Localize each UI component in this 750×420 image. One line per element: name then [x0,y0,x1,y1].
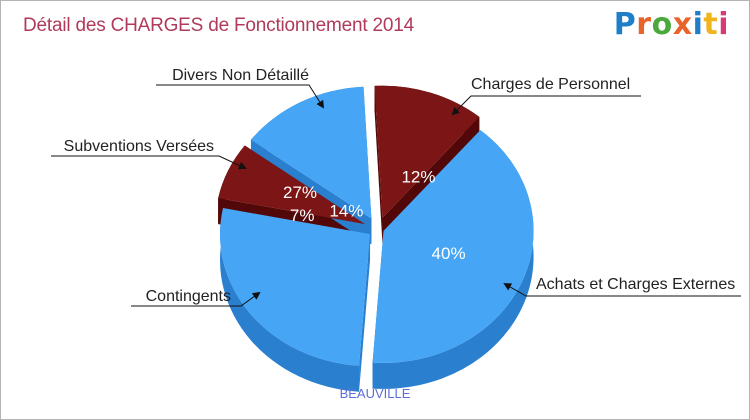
proxiti-logo: Proxiti [614,7,729,42]
category-label: Charges de Personnel [471,76,630,93]
percent-label: 14% [329,202,363,221]
pie-slice-side [220,208,360,392]
city-name: BEAUVILLE [339,386,411,401]
pie-slice [220,208,371,366]
callout-line [451,95,641,116]
chart-title: Détail des CHARGES de Fonctionnement 201… [23,15,415,36]
pie-slice [218,145,366,225]
logo-letter: x [672,7,693,42]
percent-label: 40% [432,244,466,263]
category-label: Contingents [146,288,231,305]
logo-letter: i [718,7,729,42]
logo-letter: P [613,7,637,42]
percent-labels: 12% 40% 27% 7% 14% [283,168,466,263]
callout-line [131,291,261,307]
callout-line [51,155,247,170]
pie-slice [250,86,372,219]
pie-slice [372,130,534,363]
pie-tops [218,85,534,366]
category-label: Achats et Charges Externes [536,276,735,293]
pie-slice-wall [374,85,383,244]
logo-letter: t [703,7,719,42]
percent-label: 12% [401,168,435,187]
callouts: Charges de Personnel Achats et Charges Ex… [51,67,741,307]
callout-line [503,283,741,297]
logo-letter: r [636,7,652,42]
pie-slice [374,85,480,218]
callout-line [156,84,325,109]
percent-label: 27% [283,183,317,202]
percent-label: 7% [290,206,315,225]
logo-letter: o [651,7,673,42]
logo-letter: i [692,7,704,42]
pie-slice-side [372,130,534,389]
category-label: Divers Non Détaillé [172,67,309,84]
pie-slice-wall [359,234,371,392]
category-label: Subventions Versées [64,138,214,155]
